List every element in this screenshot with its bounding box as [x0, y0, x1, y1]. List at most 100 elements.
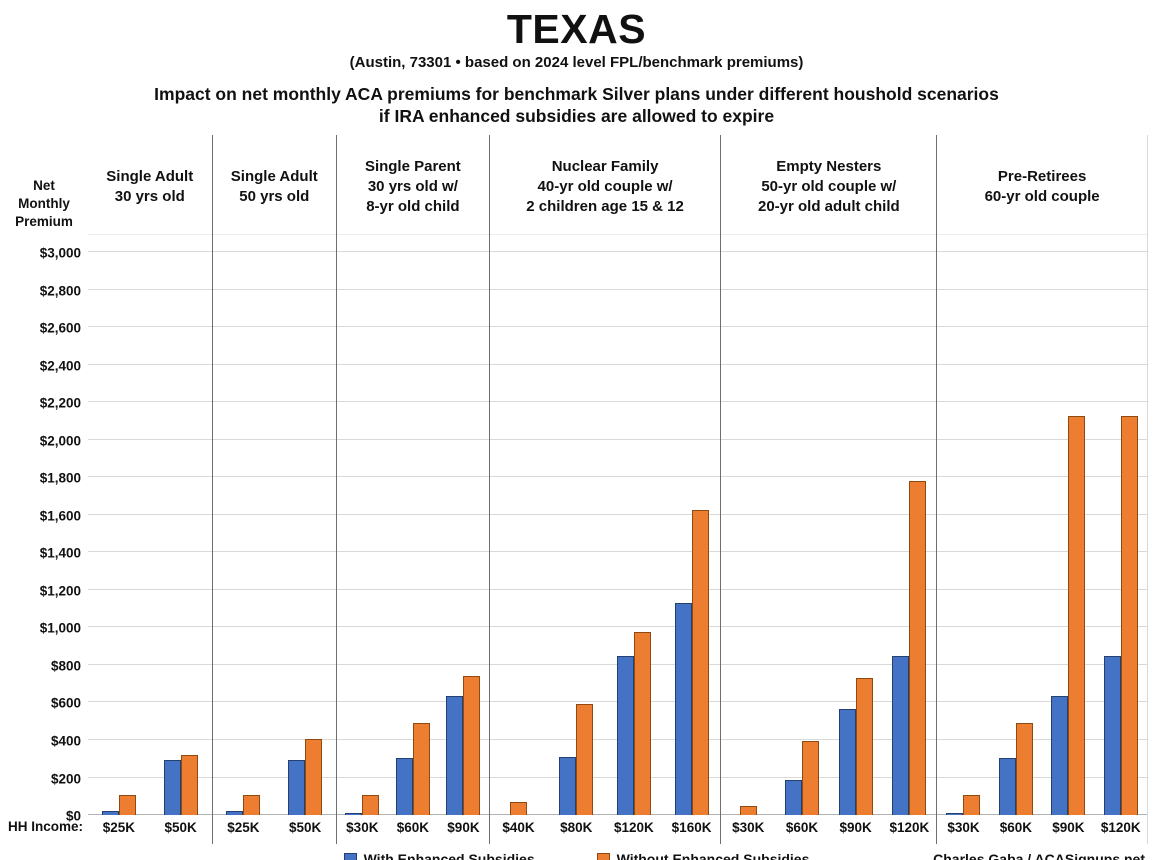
income-label: $90K [1052, 820, 1085, 836]
x-axis-labels: $25K $50K [88, 815, 212, 843]
income-category-cell [1042, 235, 1094, 816]
bar-without-enhanced-subsidies [362, 795, 380, 816]
gridline [212, 814, 337, 816]
income-label: $120K [614, 820, 654, 836]
chart-title: TEXAS [506, 6, 647, 52]
gridline [937, 251, 1147, 253]
gridline [88, 738, 212, 740]
y-axis-title-line: Monthly [18, 195, 70, 211]
gridline [88, 438, 212, 440]
x-axis-labels: $40K $80K $120K $160K [490, 815, 721, 843]
income-label: $160K [671, 820, 712, 836]
y-axis-title: Net Monthly Premium [0, 135, 88, 236]
y-tick-label: $2,000 [39, 433, 81, 449]
bar-without-enhanced-subsidies [243, 795, 261, 816]
bar-with-enhanced-subsidies [446, 695, 464, 816]
bar-without-enhanced-subsidies [576, 704, 594, 816]
gridline [337, 513, 489, 515]
plot-panel [337, 234, 489, 816]
scenario-group-header: Empty Nesters 50-yr old couple w/20-yr ol… [721, 135, 936, 234]
bar-with-enhanced-subsidies [1103, 656, 1121, 816]
gridline [212, 476, 337, 478]
bar-without-enhanced-subsidies [909, 481, 927, 816]
gridline [721, 363, 937, 365]
y-tick-label: $1,800 [39, 470, 81, 486]
legend-item-with-subsidies: With Enhanced Subsidies [343, 851, 535, 860]
income-category-cell [937, 235, 989, 816]
gridline [88, 701, 212, 703]
scenario-group-header-line: Pre-Retirees [997, 167, 1087, 185]
gridline [88, 476, 212, 478]
scenario-group-header-line: Single Parent [364, 157, 461, 175]
bar-without-enhanced-subsidies [801, 740, 819, 816]
scenario-group-header-line: 60-yr old couple [984, 187, 1100, 205]
x-axis-corner: HH Income: [0, 816, 88, 844]
chart-heading-line1: Impact on net monthly ACA premiums for b… [154, 84, 999, 105]
gridline [721, 288, 937, 290]
bar-without-enhanced-subsidies [963, 795, 981, 816]
gridline [88, 288, 212, 290]
legend-item-without-subsidies: Without Enhanced Subsidies [596, 851, 809, 860]
gridline [212, 513, 337, 515]
gridline [88, 626, 212, 628]
income-category-cell [1095, 235, 1147, 816]
gridline [337, 663, 489, 665]
gridline [489, 663, 721, 665]
gridline [721, 776, 937, 778]
gridline [88, 776, 212, 778]
scenario-group-header-line: 2 children age 15 & 12 [526, 197, 684, 215]
scenario-group-header-line: 40-yr old couple w/ [537, 177, 673, 195]
gridline [212, 663, 337, 665]
income-category-cell [829, 235, 883, 816]
bars-layer [213, 235, 337, 816]
bar-with-enhanced-subsidies [674, 602, 692, 816]
bar-with-enhanced-subsidies [1051, 695, 1069, 816]
y-tick-label: $2,400 [39, 358, 81, 374]
income-label: $25K [227, 820, 260, 836]
bar-without-enhanced-subsidies [1068, 416, 1086, 816]
bar-with-enhanced-subsidies [395, 757, 413, 816]
bar-with-enhanced-subsidies [892, 656, 910, 816]
gridline [88, 401, 212, 403]
gridline [937, 776, 1147, 778]
gridline [721, 476, 937, 478]
scenario-group: Pre-Retirees 60-yr old couple $30K $60K $90K… [936, 135, 1147, 845]
bar-without-enhanced-subsidies [463, 676, 481, 816]
gridline [489, 288, 721, 290]
gridline [937, 363, 1147, 365]
scenario-group-header-line: 30 yrs old w/ [367, 177, 458, 195]
gridline [721, 814, 937, 816]
scenario-group-header-line: Empty Nesters [776, 157, 882, 175]
gridline [489, 701, 721, 703]
bar-with-enhanced-subsidies [998, 757, 1016, 816]
y-tick-label: $600 [50, 695, 81, 711]
gridline [721, 251, 937, 253]
bar-with-enhanced-subsidies [784, 780, 802, 816]
gridline [212, 251, 337, 253]
income-label: $30K [947, 820, 980, 836]
gridline [212, 438, 337, 440]
legend-row: With Enhanced Subsidies Without Enhanced… [0, 844, 1153, 860]
gridline [337, 363, 489, 365]
y-tick-label: $1,400 [39, 545, 81, 561]
gridline [212, 626, 337, 628]
gridline [937, 626, 1147, 628]
y-tick-label: $3,000 [39, 245, 81, 261]
gridline [337, 701, 489, 703]
bars-layer [721, 235, 936, 816]
bar-without-enhanced-subsidies [118, 795, 136, 816]
income-label: $30K [732, 820, 765, 836]
gridline [489, 551, 721, 553]
bars-layer [88, 235, 212, 816]
chart-heading-line2: if IRA enhanced subsidies are allowed to… [378, 105, 775, 126]
bar-without-enhanced-subsidies [180, 754, 198, 816]
bar-without-enhanced-subsidies [305, 739, 323, 816]
income-label: $60K [785, 820, 819, 836]
bar-with-enhanced-subsidies [163, 759, 181, 816]
bars-layer [490, 235, 721, 816]
gridline [212, 738, 337, 740]
gridline [937, 738, 1147, 740]
income-category-cell [775, 235, 829, 816]
gridline [337, 438, 489, 440]
gridline [489, 363, 721, 365]
